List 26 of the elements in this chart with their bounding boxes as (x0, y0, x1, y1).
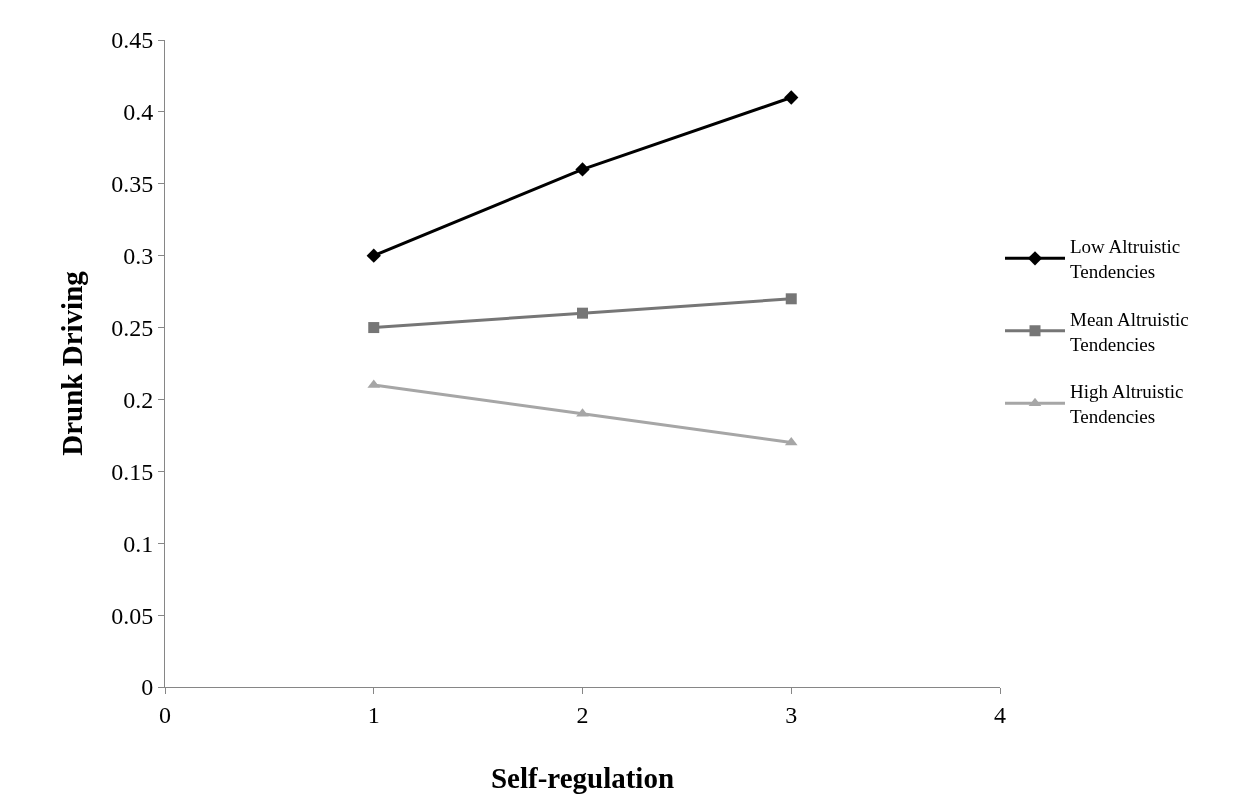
legend-label: Mean Altruistic Tendencies (1070, 308, 1189, 355)
point (366, 248, 381, 263)
y-tick-label: 0.25 (111, 314, 154, 341)
x-tick-label: 2 (576, 701, 589, 728)
x-axis-title: Self-regulation (490, 761, 675, 794)
point (785, 293, 797, 305)
y-tick-label: 0.1 (123, 530, 154, 557)
y-tick-label: 0.35 (111, 171, 154, 198)
x-tick-label: 1 (367, 701, 380, 728)
legend-label: Low Altruistic Tendencies (1070, 236, 1181, 283)
y-tick-label: 0.15 (111, 458, 154, 485)
y-tick-label: 0.45 (111, 27, 154, 54)
point (577, 307, 588, 319)
y-tick-label: 0.3 (123, 243, 154, 270)
x-tick-label: 3 (785, 701, 798, 728)
y-tick-label: 0.05 (111, 602, 154, 629)
point (575, 162, 590, 177)
y-axis-title: Drunk Driving (55, 270, 88, 456)
point (784, 90, 799, 105)
y-tick-label: 0 (141, 674, 154, 701)
x-tick-label: 0 (159, 701, 171, 728)
y-tick-label: 0.2 (123, 386, 154, 413)
y-tick-label: 0.4 (123, 99, 154, 126)
point (368, 322, 380, 334)
legend-label: High Altruistic Tendencies (1070, 381, 1184, 427)
x-tick-label: 4 (994, 701, 1006, 728)
